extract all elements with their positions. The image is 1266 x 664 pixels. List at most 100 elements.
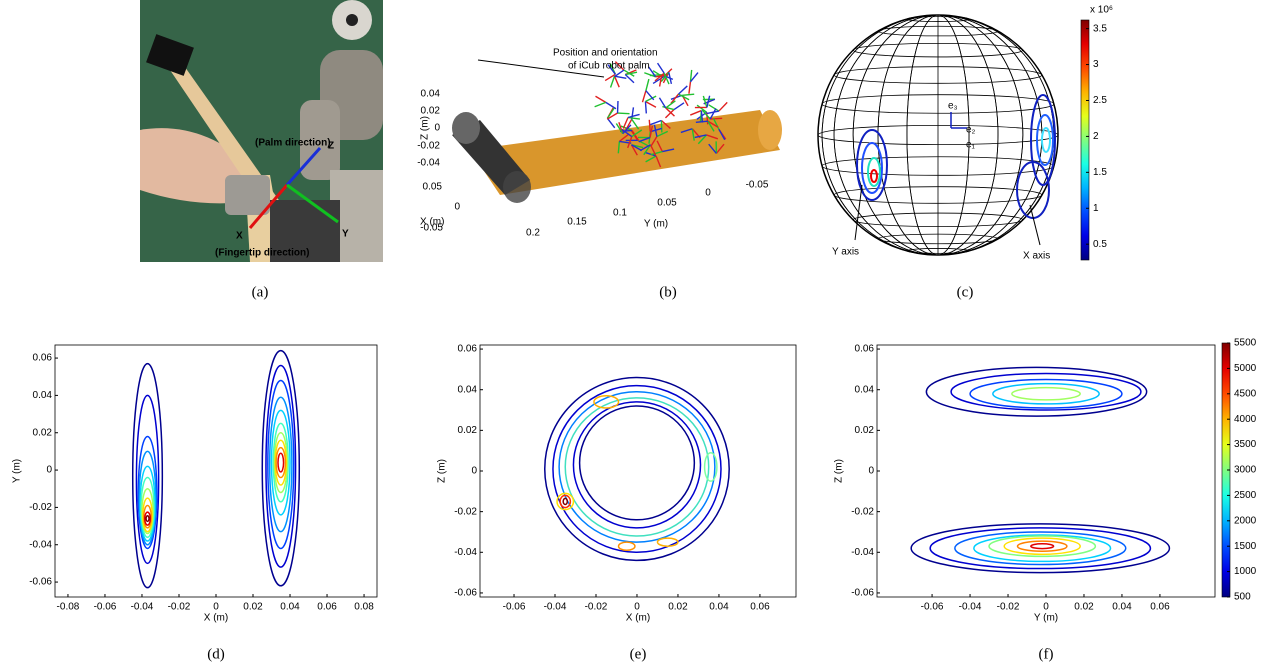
photo [140, 0, 383, 262]
caption: (b) [659, 284, 677, 300]
x-tick-label: 0 [454, 202, 460, 213]
frame-axis [615, 76, 620, 87]
annotation: Position and orientation [553, 48, 658, 59]
body: (Palm direction)ZXY(Fingertip direction)… [0, 0, 1266, 664]
plot-area [480, 345, 796, 597]
frame-axis [674, 103, 684, 110]
colorbar-tick-label: 1000 [1234, 566, 1257, 577]
frame-axis [703, 96, 707, 107]
x-tick-label: -0.06 [94, 602, 117, 613]
caption: (a) [252, 284, 269, 300]
figure: (Palm direction)ZXY(Fingertip direction)… [0, 0, 1266, 664]
frame-axis [646, 79, 649, 91]
x-tick-label: 0.06 [317, 602, 337, 613]
x-axis-label: X (m) [626, 613, 650, 624]
x-axis-label: X (m) [420, 217, 444, 228]
colorbar-tick-label: 2.5 [1093, 95, 1107, 106]
photo-label: (Palm direction) [255, 138, 331, 149]
x-tick-label: 0.05 [423, 182, 443, 193]
x-tick-label: 0 [213, 602, 219, 613]
y-axis-label: Z (m) [437, 459, 448, 483]
colorbar-tick-label: 500 [1234, 592, 1251, 603]
colorbar-tick-label: 1500 [1234, 541, 1257, 552]
y-tick-label: 0.15 [567, 217, 587, 228]
page: Figure {"chart_data": [ {"type": "photo"… [0, 0, 1266, 664]
z-tick-label: 0.02 [421, 106, 441, 117]
y-tick-label: -0.02 [29, 502, 52, 513]
caption: (f) [1039, 646, 1054, 662]
colorbar-tick-label: 2 [1093, 131, 1099, 142]
y-tick-label: 0.04 [458, 384, 478, 395]
y-tick-label: 0.02 [458, 425, 478, 436]
x-tick-label: -0.08 [57, 602, 80, 613]
photo-label: X [236, 231, 243, 242]
colorbar-exponent: x 10⁶ [1090, 5, 1113, 16]
x-tick-label: -0.04 [544, 602, 567, 613]
colorbar-tick-label: 1 [1093, 203, 1099, 214]
y-tick-label: 0.04 [33, 390, 53, 401]
frame-axis [709, 105, 719, 111]
frame-axis [719, 102, 727, 111]
x-tick-label: 0 [1043, 602, 1049, 613]
y-tick-label: -0.06 [29, 577, 52, 588]
x-tick-label: 0.02 [668, 602, 688, 613]
frame-axis [690, 111, 701, 115]
colorbar [1081, 20, 1089, 260]
z-axis-label: Z (m) [420, 116, 431, 140]
y-tick-label: -0.05 [746, 180, 769, 191]
z-tick-label: -0.02 [417, 141, 440, 152]
y-axis-label: Y (m) [12, 459, 23, 483]
x-tick-label: 0.02 [243, 602, 263, 613]
z-tick-label: 0 [434, 123, 440, 134]
sphere-label: Y axis [832, 247, 859, 258]
caption: (e) [630, 646, 647, 662]
sphere-label: e₃ [948, 101, 958, 112]
frame-axis [649, 120, 650, 132]
y-tick-label: -0.04 [851, 547, 874, 558]
x-tick-label: 0 [634, 602, 640, 613]
y-tick-label: 0 [46, 465, 52, 476]
frame-axis [682, 94, 694, 95]
palm-frames [452, 60, 782, 203]
frame-axis [642, 91, 645, 103]
sphere-label: X axis [1023, 251, 1050, 262]
caption: (d) [207, 646, 225, 662]
y-tick-label: 0.06 [458, 344, 478, 355]
x-axis-label: X (m) [204, 613, 228, 624]
colorbar-tick-label: 5000 [1234, 363, 1257, 374]
frame-axis [662, 107, 674, 110]
x-tick-label: -0.02 [585, 602, 608, 613]
sphere-label: e₂ [966, 125, 976, 136]
x-tick-label: 0.06 [750, 602, 770, 613]
x-tick-label: -0.02 [997, 602, 1020, 613]
colorbar-tick-label: 4000 [1234, 414, 1257, 425]
colorbar-tick-label: 1.5 [1093, 167, 1107, 178]
photo-label: (Fingertip direction) [215, 248, 309, 259]
sphere-contour [871, 170, 877, 182]
frame-axis [658, 63, 665, 73]
z-tick-label: -0.04 [417, 158, 440, 169]
y-tick-label: -0.04 [454, 547, 477, 558]
colorbar-tick-label: 3000 [1234, 465, 1257, 476]
frame-axis [689, 82, 691, 94]
x-tick-label: -0.04 [959, 602, 982, 613]
frame-axis [628, 114, 640, 117]
frame-axis [618, 113, 630, 114]
plot-area [55, 345, 377, 597]
y-tick-label: 0 [705, 188, 711, 199]
y-tick-label: 0.04 [855, 384, 875, 395]
x-tick-label: -0.06 [921, 602, 944, 613]
y-tick-label: -0.02 [851, 506, 874, 517]
x-tick-label: -0.04 [131, 602, 154, 613]
y-tick-label: -0.06 [851, 588, 874, 599]
x-tick-label: -0.06 [503, 602, 526, 613]
colorbar-tick-label: 2500 [1234, 490, 1257, 501]
y-tick-label: 0.06 [855, 344, 875, 355]
y-tick-label: 0.02 [855, 425, 875, 436]
frame-axis [646, 91, 654, 100]
sphere-wireframe [818, 15, 1058, 255]
z-tick-label: 0.04 [421, 89, 441, 100]
caption: (c) [957, 284, 974, 300]
frame-axis [595, 102, 606, 106]
x-tick-label: 0.04 [709, 602, 729, 613]
